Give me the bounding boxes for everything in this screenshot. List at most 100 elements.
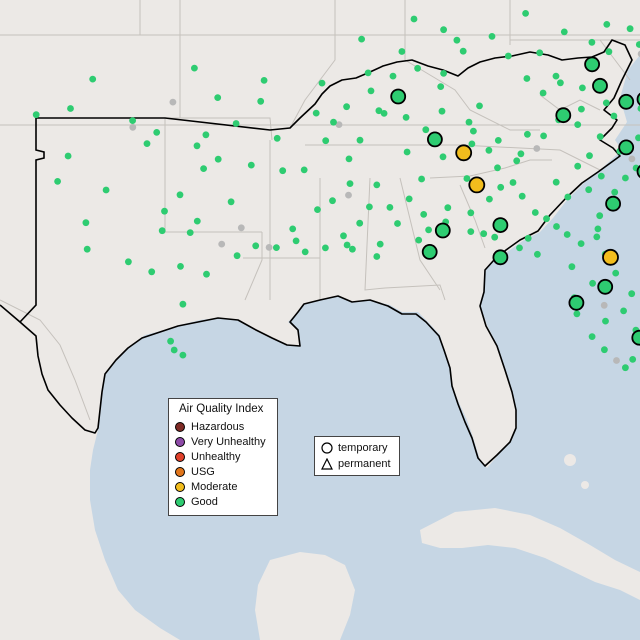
good-monitor [376,240,384,248]
triangle-icon [321,458,333,470]
good-monitor [552,72,560,80]
good-monitor [610,112,618,120]
good-monitor [578,105,585,113]
region-outline-west [19,118,45,323]
temporary-moderate-monitor [602,248,619,266]
good-monitor [300,166,308,174]
good-monitor [626,25,634,33]
good-monitor [597,172,605,180]
good-monitor [410,15,418,23]
good-monitor [418,175,425,183]
good-monitor [585,186,593,194]
good-monitor [596,212,604,220]
temporary-good-monitor [568,294,585,311]
good-monitor [82,219,90,227]
temporary-good-monitor [421,243,438,260]
good-monitor [356,219,364,227]
region-outline [0,39,633,467]
circle-icon [321,442,333,454]
good-monitor [467,228,475,236]
good-monitor [513,157,521,165]
good-monitor [214,155,222,163]
good-monitor [186,229,194,237]
good-monitor [470,127,477,135]
good-monitor [314,206,321,214]
good-monitor [568,263,576,271]
good-monitor [398,48,406,55]
good-monitor [438,107,446,115]
good-monitor [289,225,297,233]
good-monitor [611,188,619,196]
good-monitor [386,204,394,211]
site-type-legend: temporary permanent [314,436,400,476]
state-boundaries [0,0,640,421]
inactive-monitor [345,191,352,199]
temporary-good-monitor [605,195,621,212]
good-monitor [588,333,596,340]
good-monitor [366,203,373,211]
good-monitor [232,120,240,127]
cuba-land [420,508,640,600]
good-monitor [563,231,571,238]
good-monitor [622,364,629,372]
good-monitor [389,72,397,80]
good-monitor [193,217,201,225]
good-monitor [453,36,461,44]
legend-label: Very Unhealthy [191,436,266,448]
good-monitor [602,99,610,107]
good-monitor [202,131,210,139]
good-monitor [322,137,330,145]
legend-row-usg: USG [175,465,215,479]
good-monitor [83,245,91,253]
good-monitor [476,102,483,110]
legend-row-unhealthy: Unhealthy [175,450,241,464]
good-monitor [167,337,175,345]
legend-label: Hazardous [191,421,245,433]
good-monitor [574,162,582,170]
good-monitor [540,132,547,140]
legend-label: USG [191,466,215,478]
moderate-swatch [175,482,185,492]
temporary-good-monitor [618,93,635,110]
good-monitor [322,244,329,252]
good-monitor [620,307,627,315]
good-monitor [602,317,609,325]
good-monitor [356,136,364,144]
good-swatch [175,497,185,507]
good-monitor [403,148,411,156]
good-monitor [588,38,596,46]
legend-label: temporary [338,442,388,454]
good-monitor [346,180,354,188]
good-monitor [488,33,496,40]
temporary-good-monitor [492,249,509,266]
temporary-monitors-layer [390,56,640,346]
good-monitor [497,183,505,191]
good-monitor [414,64,421,72]
good-monitor [574,121,582,128]
temporary-good-monitor [618,139,635,156]
good-monitor [312,109,320,117]
good-monitor [161,207,168,215]
good-monitor [330,118,337,126]
good-monitor [539,89,547,97]
inactive-monitor [265,244,273,251]
good-monitor [247,161,255,169]
good-monitor [485,146,493,154]
temporary-moderate-monitor [468,176,486,194]
good-monitor [628,290,636,298]
good-monitor [89,75,97,83]
aqi-legend: Air Quality Index Hazardous Very Unhealt… [168,398,278,516]
good-monitor [124,258,132,266]
good-monitor [629,356,637,363]
good-monitor [252,242,260,250]
good-monitor [158,227,166,235]
good-monitor [517,150,525,158]
legend-label: permanent [338,458,391,470]
good-monitor [486,195,493,203]
inactive-monitor [218,240,226,248]
good-monitor [200,165,208,173]
good-monitor [557,79,564,87]
